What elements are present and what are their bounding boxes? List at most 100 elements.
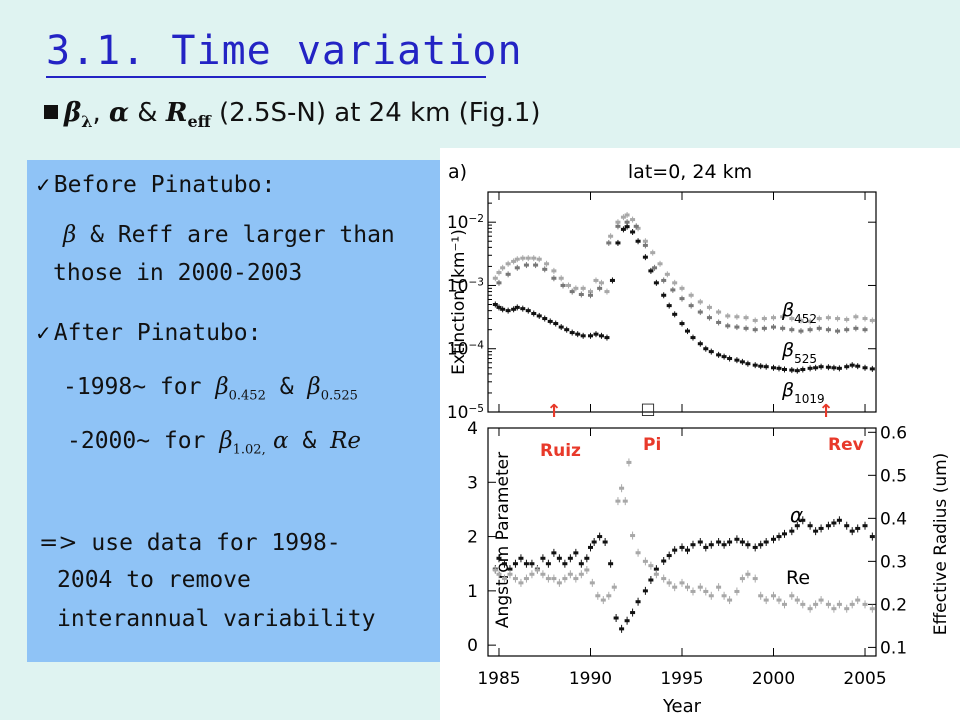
item1-heading: Before Pinatubo: [53, 172, 276, 198]
item1-line2: those in 2000-2003 [53, 260, 303, 286]
data-point [818, 526, 824, 530]
data-point [608, 562, 614, 566]
data-point [853, 326, 859, 330]
data-point [771, 325, 777, 329]
data-point [679, 545, 685, 549]
data-point [789, 368, 795, 372]
data-point [734, 589, 740, 593]
data-point [556, 581, 562, 585]
data-point [501, 562, 507, 566]
y-tick-label: 10−2 [447, 213, 484, 233]
data-point [567, 556, 573, 560]
data-point [763, 598, 769, 602]
data-point [593, 332, 599, 336]
data-point [679, 322, 685, 326]
data-point [771, 316, 777, 320]
data-point [661, 278, 667, 282]
data-point [578, 292, 584, 296]
data-point [679, 581, 685, 585]
data-point [566, 283, 572, 287]
y-tick-label-right: 0.2 [880, 595, 907, 615]
data-point [789, 594, 795, 598]
data-point [600, 598, 606, 602]
y-tick-label-right: 0.5 [880, 466, 907, 486]
data-point [825, 365, 831, 369]
data-point [653, 572, 659, 576]
panel-label: a) [448, 161, 467, 183]
subtitle-beta: β [64, 98, 82, 128]
data-point [716, 585, 722, 589]
data-point [648, 578, 654, 582]
data-point [752, 328, 758, 332]
data-point [540, 556, 546, 560]
data-point [507, 572, 513, 576]
data-point [661, 293, 667, 297]
y-tick-label: 3 [467, 473, 478, 493]
data-point [525, 256, 531, 260]
data-point [758, 594, 764, 598]
data-point [800, 518, 806, 522]
title-underline [46, 76, 486, 78]
data-point [721, 594, 727, 598]
data-point [831, 607, 837, 611]
data-point [836, 366, 842, 370]
data-point [534, 568, 540, 572]
data-point [703, 545, 709, 549]
data-point [501, 577, 507, 581]
data-point [825, 524, 831, 528]
data-point [573, 286, 579, 290]
item2-amp1: & [265, 374, 308, 400]
data-point [597, 286, 603, 290]
data-point [690, 589, 696, 593]
data-point [798, 318, 804, 322]
data-point [505, 262, 511, 266]
data-point [630, 611, 636, 615]
data-point [862, 317, 868, 321]
data-point [862, 328, 868, 332]
data-point [511, 259, 517, 263]
item1-text1: & Reff are larger than [76, 222, 395, 248]
data-point [553, 322, 559, 326]
item3-line1: => use data for 1998- [39, 530, 341, 556]
data-point [514, 257, 520, 261]
data-point [569, 331, 575, 335]
data-point [844, 365, 850, 369]
data-point [496, 572, 502, 576]
data-point [606, 594, 612, 598]
data-point [624, 225, 630, 229]
data-point [844, 328, 850, 332]
y-tick-label: 10−4 [447, 340, 484, 360]
subtitle-amp: & [129, 98, 166, 128]
data-point [849, 529, 855, 533]
data-point [518, 581, 524, 585]
data-point [780, 315, 786, 319]
data-point [591, 540, 597, 544]
data-point [708, 594, 714, 598]
data-point [816, 317, 822, 321]
data-point [556, 556, 562, 560]
data-point [725, 324, 731, 328]
series-label-alpha: α [790, 503, 803, 527]
data-point [500, 307, 506, 311]
data-point [745, 362, 751, 366]
notes-panel: ✓Before Pinatubo: β & Reff are larger th… [27, 160, 440, 662]
data-point [697, 310, 703, 314]
item1-line1: β & Reff are larger than [63, 222, 395, 248]
data-point [800, 602, 806, 606]
y-axis-label: Extinction (km⁻¹) [449, 229, 469, 375]
y-tick-label: 0 [467, 636, 478, 656]
data-point [611, 585, 617, 589]
data-point [752, 577, 758, 581]
data-point [630, 230, 636, 234]
data-point [496, 281, 502, 285]
data-point [855, 526, 861, 530]
data-point [642, 239, 648, 243]
data-point [794, 524, 800, 528]
data-point [609, 278, 615, 282]
data-point [781, 602, 787, 606]
data-point [670, 288, 676, 292]
data-point [862, 366, 868, 370]
data-point [831, 366, 837, 370]
data-point [531, 256, 537, 260]
subtitle-alpha: α [109, 98, 130, 128]
